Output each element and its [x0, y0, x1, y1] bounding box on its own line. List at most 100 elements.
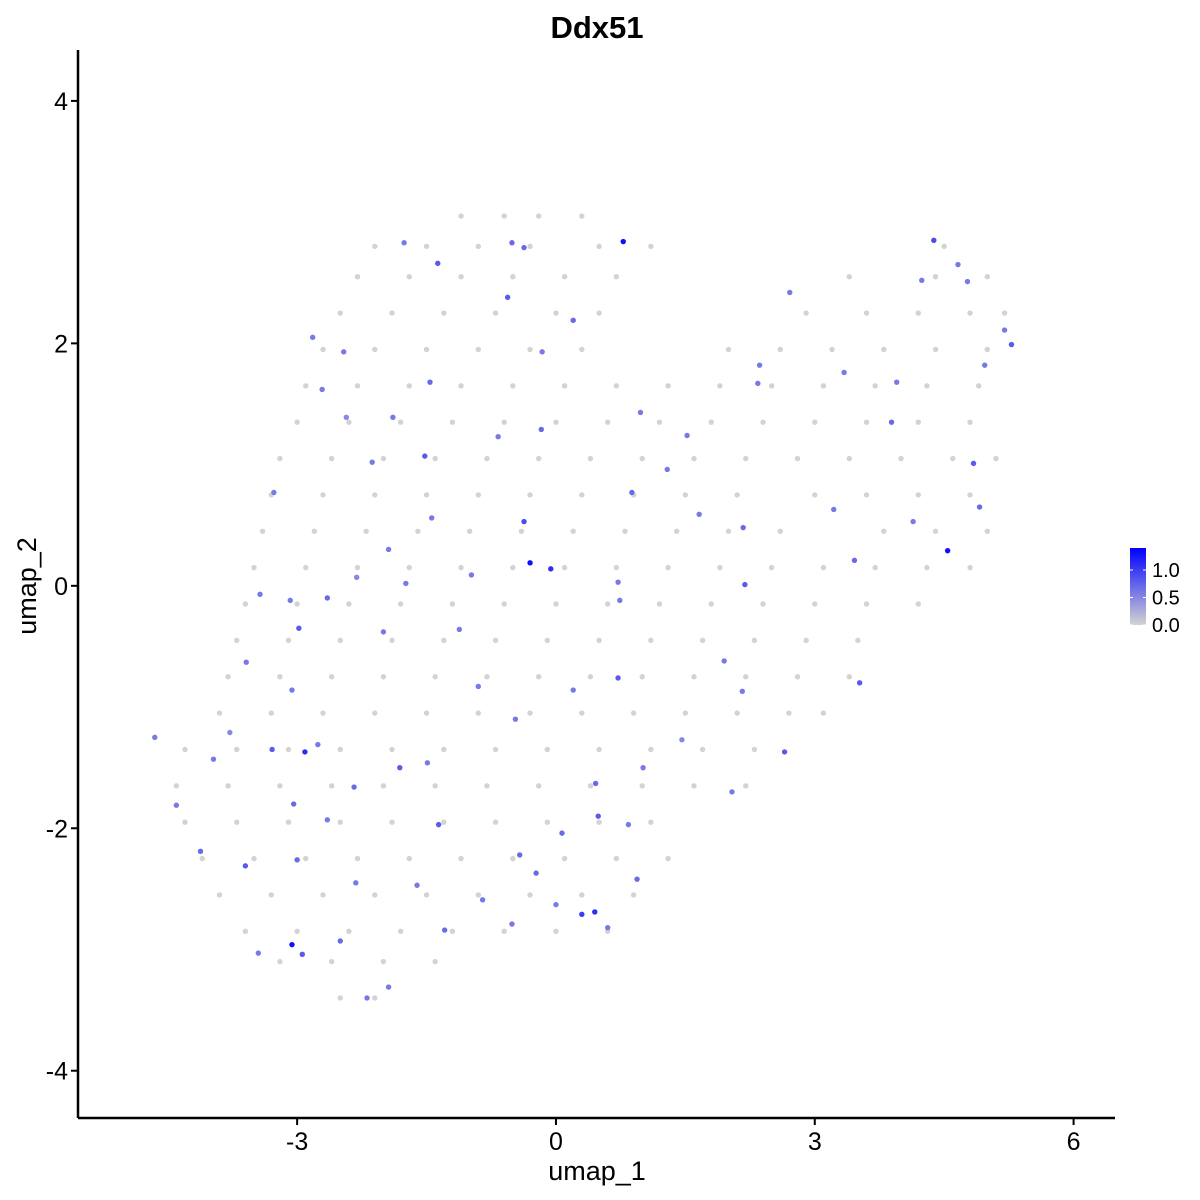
- point: [622, 528, 628, 534]
- point: [984, 528, 991, 534]
- point: [423, 492, 430, 498]
- point: [492, 819, 499, 825]
- point: [424, 760, 431, 766]
- point: [303, 564, 309, 571]
- point: [561, 564, 568, 571]
- point: [268, 710, 274, 716]
- points: [152, 213, 1015, 1001]
- point: [403, 580, 409, 587]
- point: [182, 746, 188, 753]
- point: [296, 625, 302, 631]
- point: [527, 560, 533, 566]
- point: [553, 901, 559, 908]
- point: [458, 213, 464, 219]
- point: [553, 928, 559, 935]
- x-axis-label: umap_1: [548, 1156, 646, 1186]
- point: [756, 362, 763, 368]
- point: [441, 746, 447, 753]
- point: [579, 710, 585, 716]
- point: [277, 674, 283, 680]
- point: [691, 455, 697, 462]
- point: [234, 819, 240, 825]
- point: [429, 515, 435, 521]
- color-tick-label: 1.0: [1152, 560, 1180, 582]
- point: [553, 310, 559, 316]
- point: [932, 346, 939, 353]
- point: [579, 492, 585, 498]
- point: [630, 710, 637, 716]
- point: [544, 819, 551, 825]
- point: [285, 637, 292, 644]
- point: [475, 346, 482, 353]
- point: [820, 564, 827, 571]
- point: [390, 414, 396, 421]
- point: [579, 892, 585, 898]
- point: [294, 601, 300, 607]
- point: [613, 273, 620, 280]
- point: [579, 346, 585, 353]
- point: [970, 460, 977, 467]
- point: [435, 821, 442, 828]
- point: [630, 892, 637, 898]
- point: [251, 855, 257, 862]
- point: [535, 213, 542, 219]
- point: [812, 419, 818, 425]
- point: [639, 783, 645, 789]
- point: [458, 564, 464, 571]
- point: [303, 383, 309, 389]
- point: [570, 317, 576, 324]
- point: [521, 244, 527, 251]
- point: [294, 419, 300, 425]
- point: [527, 710, 533, 716]
- point: [242, 863, 249, 869]
- point: [829, 346, 835, 353]
- point: [812, 601, 818, 607]
- point: [708, 601, 714, 607]
- point: [527, 243, 533, 250]
- point: [648, 637, 654, 644]
- x-tick-label: 3: [808, 1128, 822, 1156]
- point: [255, 950, 262, 956]
- point: [290, 801, 297, 807]
- point: [484, 674, 490, 680]
- point: [423, 243, 430, 250]
- point: [427, 379, 433, 385]
- point: [787, 289, 793, 296]
- point: [346, 601, 352, 607]
- point: [976, 504, 983, 510]
- point: [846, 674, 852, 680]
- color-tick-label: 0.0: [1152, 615, 1180, 637]
- point: [812, 492, 818, 498]
- point: [831, 506, 837, 513]
- point: [475, 243, 482, 250]
- point: [855, 637, 861, 644]
- point: [740, 524, 746, 531]
- point: [967, 419, 973, 425]
- point: [539, 349, 545, 355]
- point: [841, 369, 847, 376]
- point: [915, 601, 921, 607]
- point: [634, 876, 640, 882]
- point: [510, 273, 516, 280]
- point: [625, 821, 632, 828]
- point: [216, 710, 223, 716]
- point: [234, 637, 240, 644]
- point: [924, 383, 930, 389]
- point: [501, 601, 507, 607]
- y-tick-label: 4: [54, 88, 68, 116]
- point: [777, 528, 783, 534]
- point: [225, 674, 231, 680]
- point: [964, 278, 971, 285]
- point: [285, 746, 292, 753]
- point: [696, 511, 702, 517]
- point: [944, 547, 951, 554]
- point: [152, 734, 158, 741]
- point: [353, 880, 359, 886]
- point: [509, 240, 515, 246]
- point: [354, 383, 361, 389]
- point: [535, 783, 542, 789]
- point: [587, 455, 594, 462]
- point: [268, 892, 274, 898]
- point: [341, 349, 347, 355]
